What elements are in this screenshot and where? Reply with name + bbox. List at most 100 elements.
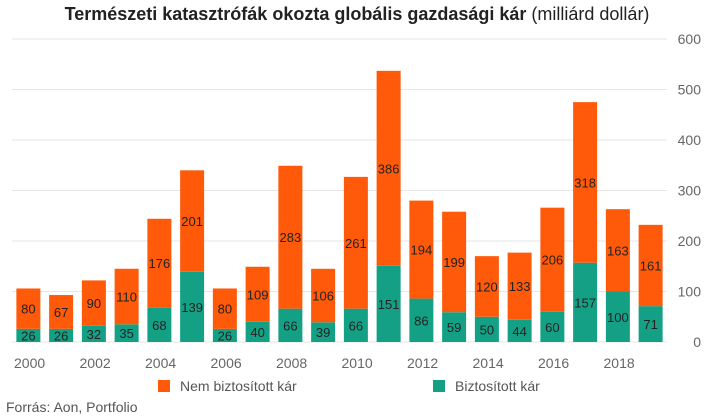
bar-uninsured — [343, 176, 368, 309]
y-tick-label: 200 — [678, 233, 702, 249]
bar-insured — [507, 319, 532, 342]
data-label-uninsured: 206 — [542, 253, 564, 268]
legend-label-uninsured: Nem biztosított kár — [180, 378, 297, 394]
stacked-bar-chart: 0 100 200 300 400 500 600 26 80 2000 26 67 32 90 2002 3… — [12, 31, 702, 371]
bar-uninsured — [540, 207, 565, 312]
data-label-insured: 60 — [545, 320, 559, 335]
bar-uninsured — [409, 200, 434, 299]
data-label-insured: 39 — [316, 325, 330, 340]
data-label-uninsured: 261 — [345, 236, 367, 251]
bar-insured — [573, 262, 598, 342]
data-label-uninsured: 161 — [640, 258, 662, 273]
chart-legend: Nem biztosított kár Biztosított kár — [0, 378, 714, 398]
bar-insured — [474, 316, 499, 342]
data-label-uninsured: 90 — [87, 296, 101, 311]
legend-swatch-uninsured — [158, 380, 170, 392]
bar-insured — [540, 311, 565, 342]
bar-uninsured — [245, 266, 270, 322]
bar-insured — [147, 307, 172, 342]
x-tick-label: 2014 — [473, 355, 504, 371]
data-label-uninsured: 199 — [443, 255, 465, 270]
bar-insured — [638, 306, 663, 342]
bar-insured — [311, 322, 336, 342]
bar-uninsured — [278, 165, 303, 309]
data-label-insured: 157 — [574, 295, 596, 310]
source-note: Forrás: Aon, Portfolio — [6, 399, 138, 415]
bar-insured — [16, 328, 41, 342]
x-tick-label: 2018 — [604, 355, 635, 371]
data-label-insured: 86 — [414, 313, 428, 328]
bar-uninsured — [605, 209, 630, 292]
data-label-uninsured: 133 — [509, 279, 531, 294]
data-label-insured: 44 — [512, 324, 526, 339]
x-tick-label: 2008 — [276, 355, 307, 371]
bar-uninsured — [180, 170, 205, 272]
legend-item-uninsured: Nem biztosított kár — [158, 378, 297, 394]
data-label-uninsured: 386 — [378, 161, 400, 176]
data-label-insured: 139 — [181, 300, 203, 315]
bar-uninsured — [16, 288, 41, 329]
chart-title-unit: (milliárd dollár) — [526, 4, 650, 24]
data-label-uninsured: 110 — [116, 290, 137, 305]
bar-insured — [442, 312, 467, 342]
y-tick-label: 400 — [678, 132, 702, 148]
data-label-insured: 40 — [250, 325, 264, 340]
bar-uninsured — [376, 70, 401, 266]
x-tick-label: 2010 — [342, 355, 373, 371]
bar-uninsured — [147, 218, 172, 308]
bar-insured — [180, 271, 205, 342]
bar-insured — [605, 291, 630, 342]
bar-uninsured — [638, 224, 663, 307]
data-label-insured: 26 — [218, 328, 232, 343]
legend-item-insured: Biztosított kár — [433, 378, 540, 394]
y-tick-label: 600 — [678, 31, 702, 47]
bar-insured — [278, 308, 303, 342]
bar-insured — [49, 328, 74, 342]
data-label-insured: 68 — [152, 318, 166, 333]
data-label-uninsured: 80 — [21, 302, 35, 317]
data-label-insured: 32 — [87, 327, 101, 342]
y-tick-label: 0 — [693, 334, 701, 350]
data-label-uninsured: 163 — [607, 243, 629, 258]
data-label-uninsured: 106 — [312, 289, 334, 304]
data-label-insured: 35 — [119, 326, 133, 341]
bar-insured — [376, 265, 401, 342]
data-label-insured: 151 — [378, 297, 400, 312]
data-label-insured: 100 — [607, 310, 629, 325]
data-label-uninsured: 194 — [411, 243, 433, 258]
data-label-uninsured: 201 — [181, 214, 203, 229]
bar-insured — [343, 308, 368, 342]
y-tick-label: 100 — [678, 284, 702, 300]
bar-uninsured — [311, 268, 336, 323]
bar-insured — [245, 321, 270, 342]
data-label-uninsured: 176 — [149, 256, 171, 271]
data-label-uninsured: 120 — [476, 279, 498, 294]
legend-swatch-insured — [433, 380, 445, 392]
chart-title: Természeti katasztrófák okozta globális … — [0, 4, 714, 25]
bar-insured — [409, 298, 434, 342]
bar-uninsured — [442, 211, 467, 313]
data-label-insured: 66 — [349, 318, 363, 333]
bar-insured — [212, 328, 237, 342]
bar-uninsured — [474, 256, 499, 317]
bar-uninsured — [212, 288, 237, 329]
y-tick-label: 500 — [678, 82, 702, 98]
data-label-uninsured: 318 — [574, 175, 596, 190]
x-tick-label: 2006 — [211, 355, 242, 371]
x-tick-label: 2002 — [80, 355, 111, 371]
data-label-insured: 26 — [21, 328, 35, 343]
bar-uninsured — [49, 295, 74, 329]
bar-uninsured — [573, 102, 598, 263]
data-label-insured: 26 — [54, 328, 68, 343]
x-tick-label: 2016 — [538, 355, 569, 371]
x-tick-label: 2004 — [145, 355, 176, 371]
data-label-insured: 71 — [643, 317, 657, 332]
bar-uninsured — [114, 268, 139, 325]
data-label-uninsured: 80 — [218, 302, 232, 317]
data-label-insured: 66 — [283, 318, 297, 333]
data-label-insured: 50 — [480, 322, 494, 337]
bar-uninsured — [507, 252, 532, 320]
data-label-insured: 59 — [447, 320, 461, 335]
data-label-uninsured: 109 — [247, 287, 269, 302]
bar-uninsured — [81, 280, 106, 326]
